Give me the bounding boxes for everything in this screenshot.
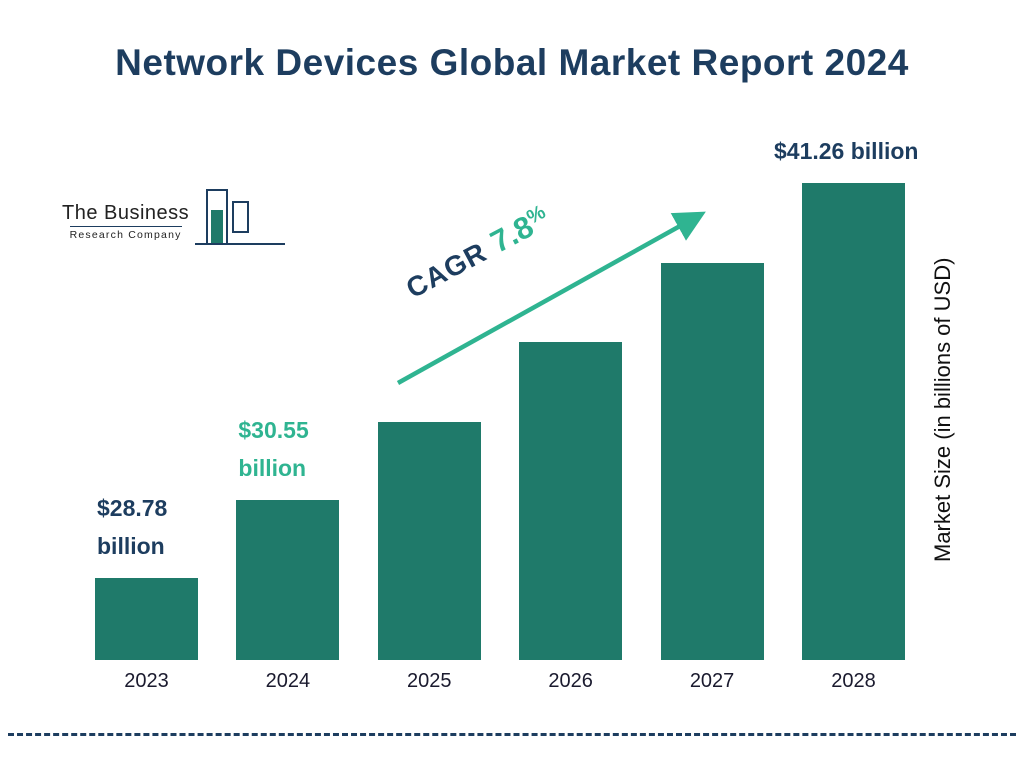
bar-column: 2025 <box>377 140 481 692</box>
x-tick-label: 2024 <box>265 670 311 692</box>
logo-bar-chart-icon <box>195 189 286 245</box>
bar-column: 2026 <box>519 140 623 692</box>
logo-subname: Research Company <box>69 226 182 241</box>
company-logo: The Business Research Company <box>62 188 287 254</box>
bar <box>236 500 340 660</box>
bar-column: $28.78 billion 2023 <box>95 140 198 692</box>
bar <box>519 342 623 660</box>
bar <box>801 183 905 660</box>
bar-value-label: $28.78 billion <box>97 495 168 560</box>
page-title: Network Devices Global Market Report 202… <box>115 42 909 83</box>
bar-column: $30.55 billion 2024 <box>236 140 340 692</box>
x-tick-label: 2026 <box>548 670 593 692</box>
bar <box>660 263 764 660</box>
x-tick-label: 2027 <box>689 670 735 692</box>
bar-value-label: $41.26 billion <box>774 138 919 165</box>
bar-chart: $28.78 billion 2023 $30.55 billion 2024 2025 20… <box>95 138 918 692</box>
y-axis-label: Market Size (in billions of USD) <box>930 257 955 563</box>
x-tick-label: 2028 <box>831 670 876 692</box>
bar <box>95 578 198 660</box>
bar-value-label: $30.55 billion <box>238 417 309 482</box>
dashed-divider <box>8 733 1016 736</box>
bar <box>377 422 481 660</box>
logo-name: The Business <box>62 202 190 224</box>
x-tick-label: 2025 <box>407 670 452 692</box>
bar-column: $41.26 billion 2028 <box>774 138 918 692</box>
bar-column: 2027 <box>660 140 764 692</box>
company-logo-text: The Business Research Company <box>62 202 189 241</box>
x-tick-label: 2023 <box>124 670 169 692</box>
